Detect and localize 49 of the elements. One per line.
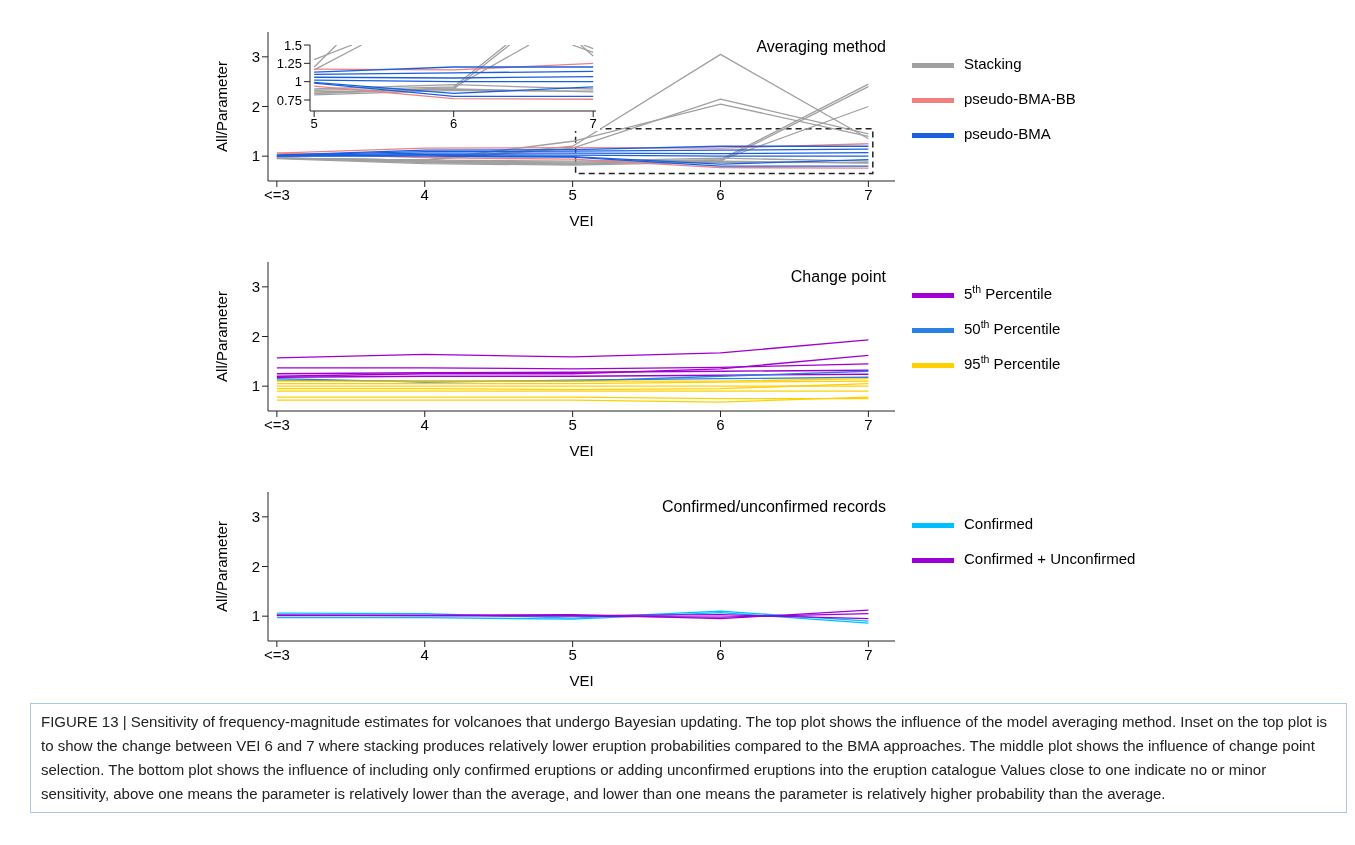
y-tick-label: 1: [251, 607, 260, 625]
y-tick-label: 3: [251, 48, 260, 66]
y-axis-title: All/Parameter: [213, 291, 231, 382]
y-axis-title: All/Parameter: [213, 521, 231, 612]
legend-label: 5$^{th}$ Percentile: [964, 283, 1052, 302]
y-tick-label: 1: [294, 74, 302, 90]
y-tick-label: 2: [251, 97, 260, 115]
chart-title: Confirmed/unconfirmed records: [661, 498, 886, 516]
x-axis-title: VEI: [569, 212, 594, 229]
x-tick-label: <=3: [263, 185, 290, 203]
x-tick-label: <=3: [263, 415, 290, 433]
y-tick-label: 0.75: [276, 92, 302, 108]
x-tick-label: 4: [420, 185, 429, 203]
caption: FIGURE 13 | Sensitivity of frequency-magnitude estimates for volcanoes that undergo Bayesian updating. The top plot shows the influence of the model averaging method. Inset on the top plot is to show the change between VEI 6 and 7 where stacking produces relatively lower eruption probabilities compared to the BMA approaches. The middle plot shows the influence of change point selection. The bottom plot shows the influence of including only confirmed eruptions or adding unconfirmed eruptions into the eruption catalogue Values close to one indicate no or minor sensitivity, above one means the parameter is relatively lower than the average, and lower than one means the parameter is relatively higher probability than the average.: [30, 703, 1347, 813]
x-tick-label: 7: [864, 415, 873, 433]
x-tick-label: 4: [420, 645, 429, 663]
x-tick-label: 7: [864, 645, 873, 663]
x-tick-label: 5: [568, 185, 577, 203]
y-tick-label: 1.25: [276, 55, 302, 71]
legend-label: pseudo-BMA-BB: [964, 90, 1076, 107]
x-tick-label: 4: [420, 415, 429, 433]
y-tick-label: 2: [251, 327, 260, 345]
x-tick-label: 7: [589, 116, 597, 132]
chart-title: Change point: [790, 268, 886, 286]
legend-label: 50$^{th}$ Percentile: [964, 318, 1061, 337]
y-tick-label: 3: [251, 278, 260, 296]
x-tick-label: 5: [568, 645, 577, 663]
legend-label: pseudo-BMA: [964, 125, 1051, 142]
y-tick-label: 3: [251, 508, 260, 526]
x-tick-label: 6: [716, 415, 725, 433]
x-tick-label: 6: [716, 185, 725, 203]
y-tick-label: 2: [251, 557, 260, 575]
x-tick-label: <=3: [263, 645, 290, 663]
x-tick-label: 6: [450, 116, 458, 132]
legend-label: 95$^{th}$ Percentile: [964, 353, 1061, 372]
x-tick-label: 7: [864, 185, 873, 203]
y-tick-label: 1.5: [283, 37, 302, 53]
x-tick-label: 5: [568, 415, 577, 433]
legend-label: Stacking: [964, 55, 1022, 72]
x-axis-title: VEI: [569, 442, 594, 459]
y-tick-label: 1: [251, 147, 260, 165]
legend-label: Confirmed: [964, 515, 1034, 532]
x-tick-label: 5: [310, 116, 318, 132]
y-tick-label: 1: [251, 377, 260, 395]
y-axis-title: All/Parameter: [213, 61, 231, 152]
chart-title: Averaging method: [756, 38, 886, 56]
legend-label: Confirmed + Unconfirmed: [964, 550, 1136, 567]
x-tick-label: 6: [716, 645, 725, 663]
x-axis-title: VEI: [569, 672, 594, 689]
